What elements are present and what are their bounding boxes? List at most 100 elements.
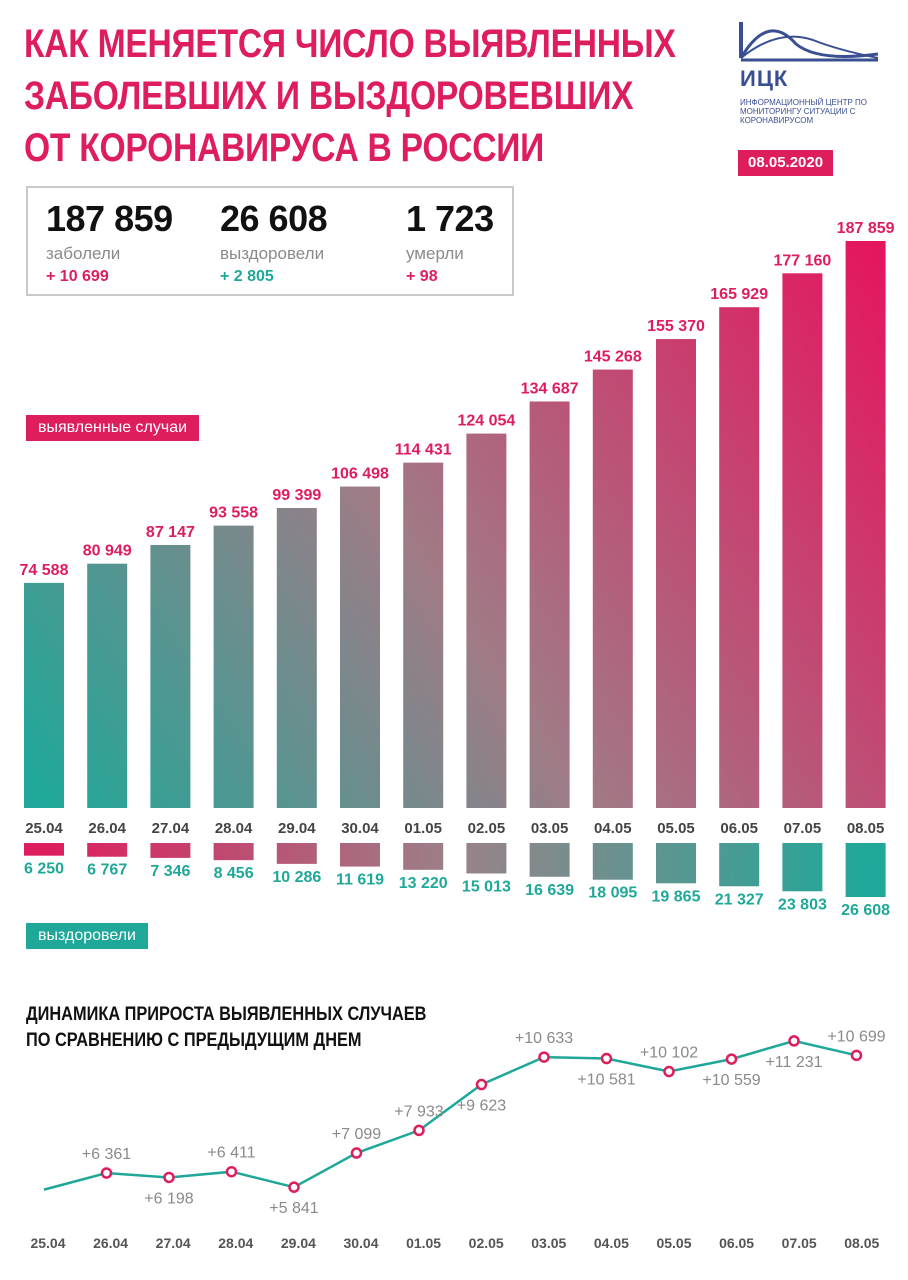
recovered-bar [845,843,886,897]
growth-x-tick: 27.04 [156,1235,191,1251]
growth-point-label: +5 841 [269,1200,318,1217]
cases-bar-label: 145 268 [584,349,642,366]
cases-bar [782,273,823,808]
recovered-bar-label: 7 346 [150,863,190,880]
recovered-bar-label: 13 220 [399,875,448,892]
cases-bar-label: 87 147 [146,524,195,541]
growth-line [43,1039,857,1191]
stat-recovered: 26 608 выздоровели + 2 805 [220,198,328,286]
growth-point-label: +11 231 [765,1054,822,1071]
growth-point [538,1051,550,1063]
cases-x-tick: 05.05 [657,820,695,837]
growth-x-tick: 08.05 [844,1235,879,1251]
cases-x-tick: 30.04 [341,820,379,837]
growth-chart-title: ДИНАМИКА ПРИРОСТА ВЫЯВЛЕННЫХ СЛУЧАЕВ ПО … [26,1002,473,1054]
growth-point [475,1078,488,1091]
recovered-bar-label: 6 250 [24,861,64,878]
stat-cases-value: 187 859 [46,198,173,239]
cases-bar [592,369,633,808]
stat-recovered-delta: + 2 805 [220,268,274,285]
cases-bar [276,507,317,808]
growth-point-label: +10 699 [827,1028,885,1045]
growth-x-tick: 04.05 [594,1235,629,1251]
cases-bar [24,582,64,808]
recovered-bar [466,843,507,874]
cases-bar [656,339,696,808]
cases-bar-label: 187 859 [837,220,895,237]
stat-deaths: 1 723 умерли + 98 [406,198,494,286]
cases-bar-label: 155 370 [647,318,705,335]
logo-wave-icon [739,22,879,62]
cases-x-tick: 02.05 [468,820,506,837]
cases-x-tick: 04.05 [594,820,632,837]
recovered-bar [213,843,254,861]
cases-bar-label: 80 949 [83,543,132,560]
cases-bar [529,401,570,808]
cases-bar-label: 114 431 [395,442,452,459]
cases-bar-label: 74 588 [20,562,69,579]
cases-bar [150,544,191,808]
growth-x-tick: 01.05 [406,1235,441,1251]
growth-x-tick: 29.04 [281,1235,316,1251]
title-line-1: КАК МЕНЯЕТСЯ ЧИСЛО ВЫЯВЛЕННЫХ [24,22,676,66]
growth-x-tick: 26.04 [93,1235,128,1251]
growth-x-tick: 05.05 [656,1235,691,1251]
logo-subtitle: ИНФОРМАЦИОННЫЙ ЦЕНТР ПО МОНИТОРИНГУ СИТУ… [740,98,868,125]
recovered-bar [150,843,191,858]
stat-cases: 187 859 заболели + 10 699 [46,198,173,286]
recovered-bar-label: 15 013 [462,878,511,895]
cases-bar [403,462,444,808]
growth-point [350,1147,363,1159]
legend-recovered: выздоровели [26,923,148,949]
growth-point-label: +7 099 [332,1126,381,1143]
growth-point [163,1171,175,1184]
cases-bar [340,486,380,808]
recovered-bar-label: 8 456 [214,865,254,882]
cases-bar [719,307,760,808]
cases-x-tick: 01.05 [404,820,442,837]
stats-box: 187 859 заболели + 10 699 26 608 выздоро… [26,186,514,296]
growth-point [225,1165,238,1178]
recovered-bar-label: 21 327 [715,891,764,908]
cases-bar-label: 106 498 [331,466,389,483]
growth-point-label: +6 411 [207,1145,255,1162]
growth-point-label: +10 559 [702,1072,760,1089]
growth-x-tick: 07.05 [782,1235,817,1251]
growth-point [100,1167,113,1179]
growth-point [413,1124,425,1137]
cases-bar-label: 177 160 [773,252,831,269]
growth-x-tick: 25.04 [30,1235,65,1251]
stat-cases-delta: + 10 699 [46,268,109,285]
cases-x-tick: 25.04 [25,820,63,837]
cases-x-tick: 07.05 [784,820,822,837]
stat-deaths-value: 1 723 [406,198,494,239]
recovered-bar-label: 6 767 [87,862,127,879]
growth-x-tick: 30.04 [343,1235,378,1251]
stat-cases-label: заболели [46,244,121,263]
recovered-bar-label: 19 865 [652,888,701,905]
growth-point [788,1035,800,1047]
cases-x-tick: 06.05 [720,820,758,837]
growth-x-tick: 03.05 [531,1235,566,1251]
recovered-bar-label: 10 286 [272,869,321,886]
stat-deaths-delta: + 98 [406,268,438,285]
cases-bar [87,563,128,808]
recovered-bar [719,843,760,887]
stat-recovered-value: 26 608 [220,198,328,239]
cases-bar-label: 134 687 [521,380,579,397]
recovered-bar [340,843,380,867]
recovered-bar-label: 16 639 [525,882,574,899]
recovered-bar [529,843,570,877]
cases-bar [466,433,507,808]
recovered-bar [592,843,633,880]
growth-point [725,1053,738,1065]
cases-bar-label: 93 558 [209,505,258,522]
title-line-2: ЗАБОЛЕВШИХ И ВЫЗДОРОВЕВШИХ [24,74,634,118]
cases-bar [213,525,254,808]
growth-point [600,1052,613,1065]
recovered-bar-label: 23 803 [778,896,827,913]
stat-recovered-label: выздоровели [220,244,325,263]
recovered-bar-label: 11 619 [336,872,384,889]
growth-point-label: +6 198 [144,1190,193,1207]
recovered-bar [24,843,64,856]
